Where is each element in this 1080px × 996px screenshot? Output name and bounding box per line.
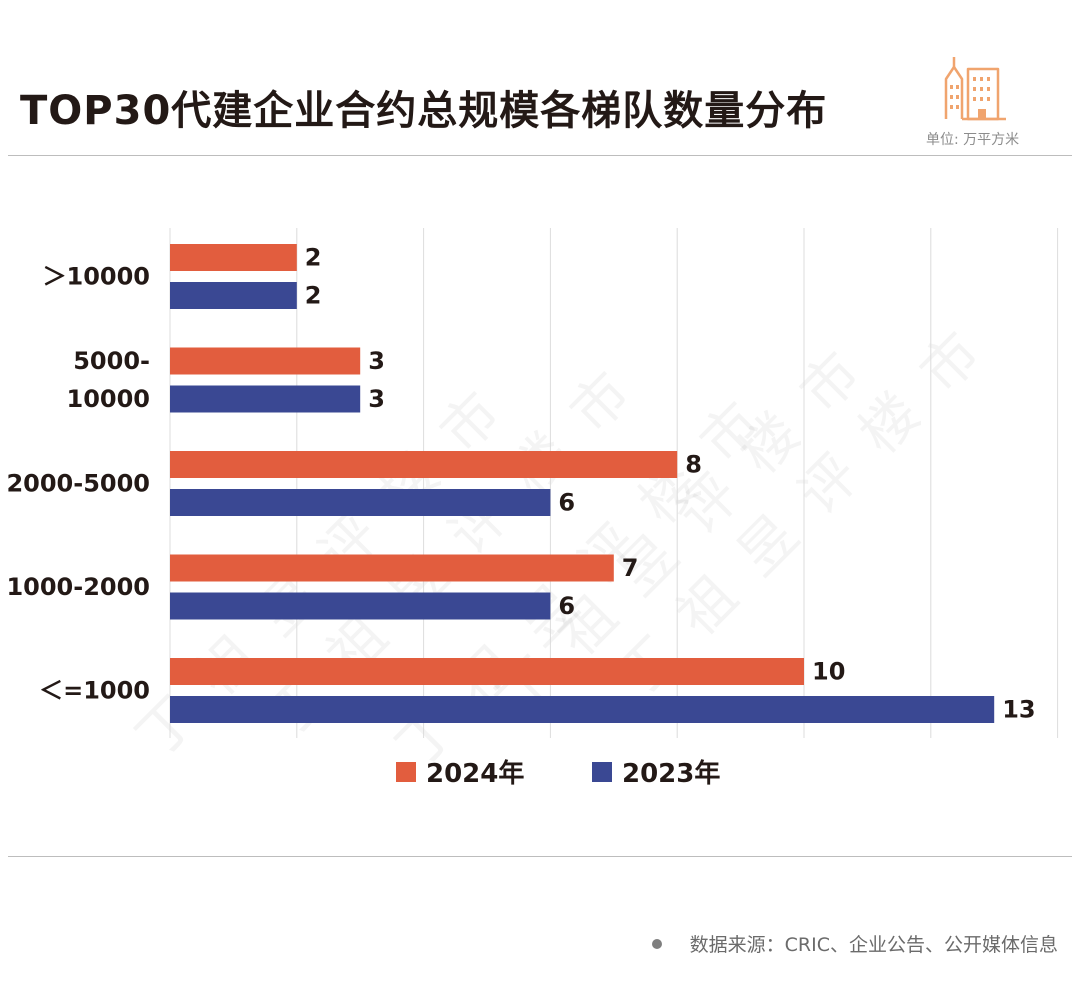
bar-2024 <box>170 244 297 271</box>
legend-swatch <box>396 762 416 782</box>
category-label: ＜=1000 <box>39 677 150 705</box>
category-label: 10000 <box>67 385 151 413</box>
legend-label: 2024年 <box>426 758 524 789</box>
header-divider <box>8 155 1072 156</box>
bar-2023 <box>170 385 361 413</box>
chart-title: TOP30代建企业合约总规模各梯队数量分布 <box>20 88 828 134</box>
data-label: 2 <box>305 244 322 272</box>
bar-2024 <box>170 451 678 478</box>
data-label: 8 <box>685 451 702 479</box>
data-label: 3 <box>368 385 385 413</box>
bullet-icon <box>651 938 662 949</box>
unit-note: 单位: 万平方米 <box>926 132 1020 148</box>
bar-2024 <box>170 347 361 375</box>
data-label: 7 <box>622 554 639 582</box>
legend-label: 2023年 <box>622 758 720 789</box>
category-label: 5000- <box>73 347 150 375</box>
bar-2024 <box>170 554 614 582</box>
bar-2023 <box>170 592 551 620</box>
data-label: 2 <box>305 282 322 310</box>
data-source: 数据来源：CRIC、企业公告、公开媒体信息 <box>651 930 1058 957</box>
data-label: 13 <box>1002 696 1035 724</box>
data-label: 3 <box>368 347 385 375</box>
building-icon <box>944 57 1006 121</box>
footer-divider <box>8 856 1072 857</box>
category-label: ＞10000 <box>43 263 151 291</box>
data-source-text: 数据来源：CRIC、企业公告、公开媒体信息 <box>689 934 1058 956</box>
data-label: 10 <box>812 658 845 686</box>
bar-2023 <box>170 282 297 309</box>
bar-2023 <box>170 696 995 723</box>
category-label: 1000-2000 <box>6 573 150 601</box>
category-label: 2000-5000 <box>6 470 150 498</box>
bar-2024 <box>170 658 804 685</box>
bar-2023 <box>170 489 551 516</box>
data-label: 6 <box>558 592 575 620</box>
data-label: 6 <box>558 489 575 517</box>
legend-swatch <box>592 762 612 782</box>
